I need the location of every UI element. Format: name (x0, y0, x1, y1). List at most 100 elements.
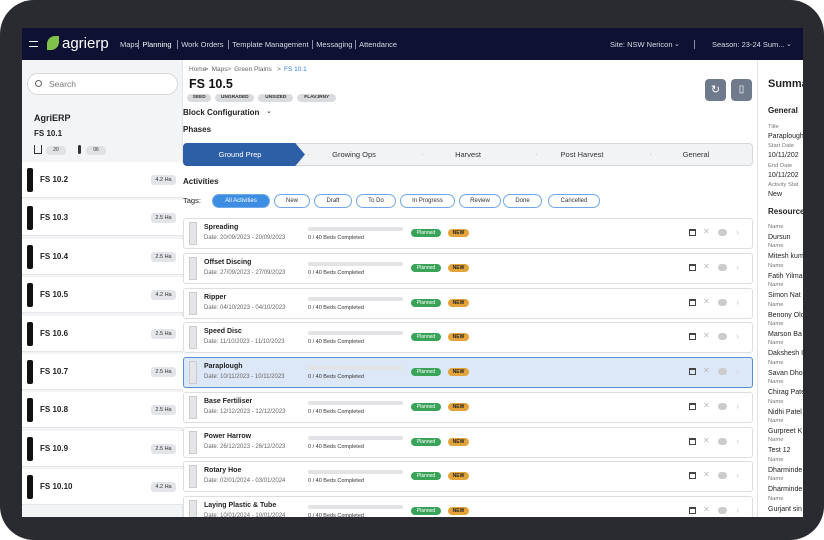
filter-chip[interactable]: To Do (356, 194, 396, 208)
breadcrumb[interactable]: Green Plains (234, 66, 272, 73)
logo: agrierp (62, 35, 109, 52)
open-icon[interactable]: › (736, 505, 739, 515)
resource-name: Savan Dho (768, 369, 803, 377)
status-badge: Planned (411, 368, 441, 376)
area-badge: 2.5 Ha (151, 405, 176, 416)
calendar-icon[interactable] (689, 229, 696, 236)
activity-row[interactable] (183, 496, 753, 517)
resource-name: Mitesh kum (768, 253, 803, 261)
comment-icon[interactable] (718, 368, 727, 375)
phase-step[interactable]: General (682, 150, 710, 159)
calendar-icon[interactable] (689, 507, 696, 514)
comment-icon[interactable] (718, 263, 727, 271)
delete-icon[interactable]: ✕ (703, 331, 710, 341)
open-icon[interactable]: › (736, 227, 739, 237)
delete-icon[interactable]: ✕ (703, 261, 710, 271)
nav-link[interactable]: Planning (142, 40, 172, 49)
season-select[interactable]: Season: 23-24 Sum... (712, 40, 785, 49)
comment-icon[interactable] (718, 507, 727, 514)
refresh-button[interactable]: ↻ (705, 79, 726, 101)
activity-thumb (189, 430, 197, 454)
status-badge: Planned (411, 229, 441, 237)
comment-icon[interactable] (718, 298, 727, 306)
block-config[interactable]: Block Configuration (183, 108, 260, 117)
calendar-icon[interactable] (689, 333, 696, 341)
site-select[interactable]: Site: NSW Nericon (610, 40, 673, 49)
filter-chip[interactable]: In Progress (400, 194, 455, 208)
activity-row[interactable] (183, 391, 753, 423)
delete-icon[interactable]: ✕ (703, 296, 710, 306)
status-badge: Planned (411, 333, 441, 342)
map-button[interactable]: ▯ (731, 79, 752, 101)
open-icon[interactable]: › (736, 470, 739, 481)
nav-link[interactable]: Messaging (316, 40, 353, 49)
area-badge: 2.5 Ha (151, 251, 176, 262)
tags-label: Tags: (183, 196, 201, 205)
activity-name: Rotary Hoe (204, 467, 242, 475)
activity-row[interactable] (183, 252, 753, 284)
phase-divider (641, 143, 651, 166)
calendar-icon[interactable] (689, 402, 696, 410)
delete-icon[interactable]: ✕ (703, 470, 710, 480)
calendar-icon[interactable] (689, 298, 696, 306)
phase-step[interactable]: Post Harvest (560, 150, 604, 159)
open-icon[interactable]: › (736, 296, 739, 307)
open-icon[interactable]: › (736, 435, 739, 446)
breadcrumb[interactable]: Maps (211, 66, 228, 73)
filter-chip[interactable]: Cancelled (548, 194, 600, 208)
resource-name: Nidhi Patel (768, 408, 802, 416)
stat-icon (78, 145, 81, 154)
field-value: New (768, 191, 783, 199)
comment-icon[interactable] (718, 333, 727, 341)
filter-chip[interactable]: New (274, 194, 310, 208)
block-color (27, 206, 33, 231)
activity-name: Power Harrow (204, 432, 252, 440)
new-badge: NEW (448, 472, 469, 481)
new-badge: NEW (448, 229, 469, 237)
progress-text: 0 / 40 Beds Completed (308, 374, 364, 380)
search-icon (35, 80, 42, 87)
filter-chip[interactable]: Review (459, 194, 501, 208)
open-icon[interactable]: › (736, 331, 739, 342)
calendar-icon[interactable] (689, 368, 696, 375)
nav-link[interactable]: Maps (120, 40, 139, 49)
section-title: General (768, 106, 798, 115)
open-icon[interactable]: › (736, 366, 739, 376)
progress-track (308, 470, 403, 475)
comment-icon[interactable] (718, 229, 727, 236)
block-item-name: FS 10.2 (40, 175, 69, 184)
open-icon[interactable]: › (736, 400, 739, 411)
delete-icon[interactable]: ✕ (703, 435, 710, 445)
delete-icon[interactable]: ✕ (703, 400, 710, 410)
resource-label: Name (768, 282, 784, 289)
phase-step[interactable]: Harvest (455, 150, 481, 159)
nav-link[interactable]: Attendance (359, 40, 398, 49)
comment-icon[interactable] (718, 402, 727, 410)
delete-icon[interactable]: ✕ (703, 366, 710, 375)
resource-label: Name (768, 456, 784, 463)
calendar-icon[interactable] (689, 472, 696, 480)
search-box[interactable] (27, 73, 178, 95)
delete-icon[interactable]: ✕ (703, 227, 710, 236)
activity-name: Offset Discing (204, 258, 252, 266)
activity-row[interactable] (183, 218, 753, 249)
calendar-icon[interactable] (689, 437, 696, 445)
new-badge: NEW (448, 437, 469, 446)
filter-chip[interactable]: All Activities (212, 194, 270, 208)
calendar-icon[interactable] (689, 263, 696, 271)
open-icon[interactable]: › (736, 261, 739, 272)
phase-step[interactable]: Growing Ops (332, 150, 376, 159)
delete-icon[interactable]: ✕ (703, 505, 710, 514)
filter-chip[interactable]: Draft (314, 194, 352, 208)
phases-label: Phases (183, 125, 212, 134)
resource-name: Gurjant sin (768, 505, 802, 513)
resource-label: Name (768, 301, 784, 308)
breadcrumb[interactable]: Home (189, 66, 207, 73)
comment-icon[interactable] (718, 437, 727, 445)
filter-chip[interactable]: Done (503, 194, 542, 208)
activity-name: Ripper (204, 293, 227, 301)
nav-link[interactable]: Template Management (232, 40, 309, 49)
nav-link[interactable]: Work Orders (181, 40, 224, 49)
comment-icon[interactable] (718, 472, 727, 480)
phase-step[interactable]: Ground Prep (218, 150, 262, 159)
